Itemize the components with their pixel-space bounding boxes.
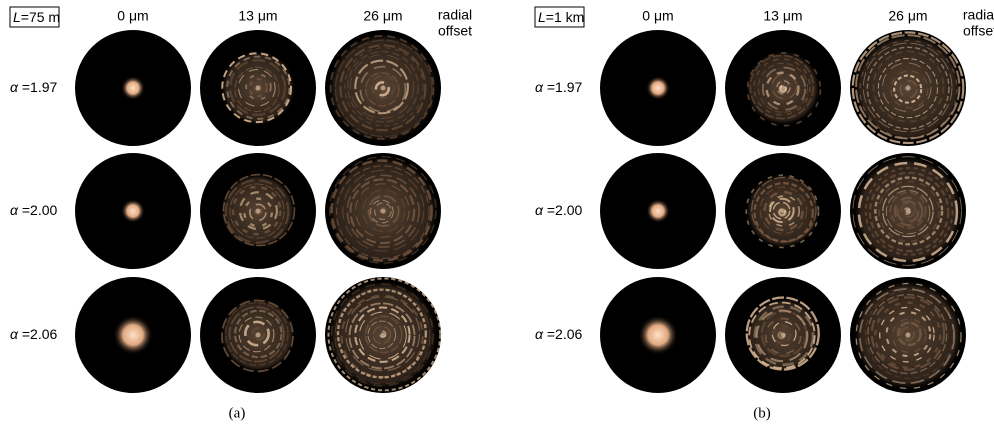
row-label: α =2.00 (535, 202, 583, 218)
beam-image (725, 30, 841, 146)
offset-label: radial (438, 7, 472, 23)
length-symbol: L (538, 9, 546, 25)
column-header: 13 μm (238, 8, 277, 24)
column-header: 13 μm (763, 8, 802, 24)
column-header: 26 μm (363, 8, 402, 24)
row-text: =2.00 (543, 202, 583, 218)
length-text: =75 m (21, 9, 60, 25)
beam-image (325, 277, 441, 393)
row-text: =2.06 (18, 326, 58, 342)
length-symbol: L (13, 9, 21, 25)
beam-image (850, 277, 966, 393)
row-label: α =1.97 (10, 79, 58, 95)
row-label: α =2.06 (10, 326, 58, 342)
row-text: =1.97 (543, 79, 583, 95)
beam-image (325, 153, 441, 269)
offset-label: offset (963, 23, 994, 39)
offset-label: radial (963, 7, 994, 23)
beam-image (850, 30, 966, 146)
length-label: L=75 m (13, 9, 60, 25)
column-header: 0 μm (117, 8, 148, 24)
offset-label: offset (438, 23, 472, 39)
beam-image (200, 277, 316, 393)
column-header: 0 μm (642, 8, 673, 24)
caption: (b) (753, 405, 771, 421)
beam-image (600, 30, 716, 146)
beam-image (600, 277, 716, 393)
figure: L=75 m0 μm13 μm26 μmradialoffsetα =1.97α… (0, 0, 994, 434)
beam-image (200, 30, 316, 146)
beam-image (75, 277, 191, 393)
beam-image (725, 277, 841, 393)
caption: (a) (229, 405, 246, 421)
row-text: =2.00 (18, 202, 58, 218)
row-label: α =1.97 (535, 79, 583, 95)
beam-image (600, 153, 716, 269)
beam-image (725, 153, 841, 269)
beam-image (850, 153, 966, 269)
row-text: =2.06 (543, 326, 583, 342)
column-header: 26 μm (888, 8, 927, 24)
beam-image (200, 153, 316, 269)
row-label: α =2.00 (10, 202, 58, 218)
beam-image (325, 30, 441, 146)
row-text: =1.97 (18, 79, 58, 95)
length-label: L=1 km (538, 9, 584, 25)
length-text: =1 km (546, 9, 585, 25)
row-label: α =2.06 (535, 326, 583, 342)
beam-image (75, 153, 191, 269)
beam-image (75, 30, 191, 146)
